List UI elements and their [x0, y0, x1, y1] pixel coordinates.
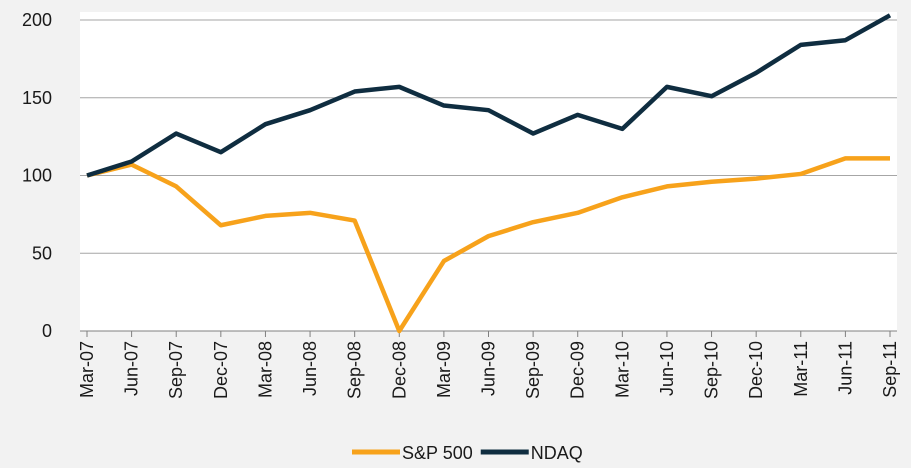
x-tick-label: Sep-09	[523, 341, 543, 399]
x-tick-label: Dec-07	[211, 341, 231, 399]
x-tick-label: Mar-10	[612, 341, 632, 398]
x-tick-label: Dec-10	[746, 341, 766, 399]
x-tick-label: Jun-07	[122, 341, 142, 396]
x-tick-label: Jun-10	[657, 341, 677, 396]
plot-area	[80, 12, 897, 331]
x-tick-label: Jun-08	[300, 341, 320, 396]
x-tick-label: Jun-09	[479, 341, 499, 396]
y-tick-label: 50	[32, 243, 52, 263]
x-tick-label: Mar-09	[434, 341, 454, 398]
x-tick-label: Mar-07	[77, 341, 97, 398]
y-tick-label: 0	[42, 321, 52, 341]
x-tick-label: Sep-10	[702, 341, 722, 399]
y-tick-label: 100	[22, 166, 52, 186]
x-tick-label: Mar-08	[255, 341, 275, 398]
line-series	[86, 13, 892, 178]
x-tick-label: Sep-07	[166, 341, 186, 399]
legend-label: S&P 500	[402, 443, 473, 463]
y-tick-label: 150	[22, 88, 52, 108]
x-tick-label: Dec-08	[389, 341, 409, 399]
x-tick-label: Dec-09	[568, 341, 588, 399]
x-tick-label: Sep-08	[345, 341, 365, 399]
x-tick-label: Mar-11	[791, 341, 811, 397]
x-tick-label: Jun-11	[835, 341, 855, 395]
x-tick-label: Sep-11	[880, 341, 900, 398]
legend-label: NDAQ	[531, 443, 583, 463]
line-series	[86, 156, 890, 334]
y-tick-label: 200	[22, 10, 52, 30]
